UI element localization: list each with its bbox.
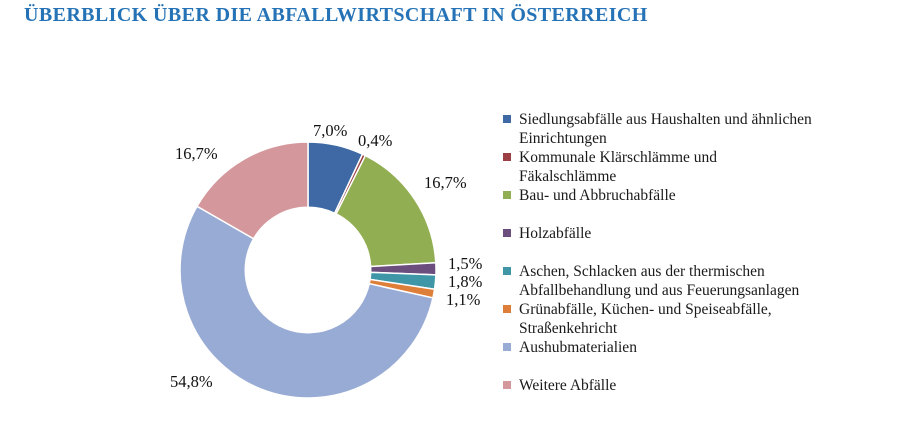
legend-item-label: Siedlungsabfälle aus Haushalten und ähnl… — [519, 111, 812, 147]
legend-swatch-icon — [503, 191, 511, 199]
legend-item-bauabfaelle: Bau- und Abbruchabfälle — [503, 186, 903, 224]
slice-label-holzabfaelle: 1,5% — [448, 254, 483, 273]
donut-segment-7 — [195, 141, 309, 240]
legend-swatch-icon — [503, 305, 511, 313]
legend-item-aschen: Aschen, Schlacken aus der thermischen Ab… — [503, 262, 903, 300]
slice-label-aschen: 1,8% — [448, 272, 483, 291]
donut-segment-6 — [179, 205, 434, 399]
legend-item-label: Weitere Abfälle — [519, 377, 617, 394]
legend-item-gruenabfaelle: Grünabfälle, Küchen- und Speiseabfälle, … — [503, 300, 903, 338]
legend-item-label: Aushubmaterialien — [519, 339, 637, 356]
legend-item-aushubmaterialien: Aushubmaterialien — [503, 338, 903, 376]
slice-label-klaerschlaemme: 0,4% — [358, 131, 393, 150]
legend-item-label: Bau- und Abbruchabfälle — [519, 187, 676, 204]
legend-swatch-icon — [503, 115, 511, 123]
legend-item-klaerschlaemme: Kommunale Klärschlämme und Fäkalschlämme — [503, 148, 903, 186]
legend-item-label: Grünabfälle, Küchen- und Speiseabfälle, … — [519, 301, 772, 337]
donut-chart — [179, 141, 437, 399]
legend-item-label: Aschen, Schlacken aus der thermischen Ab… — [519, 263, 800, 299]
legend-swatch-icon — [503, 267, 511, 275]
legend-swatch-icon — [503, 343, 511, 351]
donut-segment-2 — [335, 154, 437, 268]
slice-label-bauabfaelle: 16,7% — [424, 173, 467, 192]
legend-item-label: Holzabfälle — [519, 225, 592, 242]
page-title: ÜBERBLICK ÜBER DIE ABFALLWIRTSCHAFT IN Ö… — [24, 4, 648, 26]
slice-label-siedlungsabfaelle: 7,0% — [313, 121, 348, 140]
legend-swatch-icon — [503, 381, 511, 389]
slice-label-aushubmaterialien: 54,8% — [170, 372, 213, 391]
legend-swatch-icon — [503, 153, 511, 161]
legend-swatch-icon — [503, 229, 511, 237]
legend-item-label: Kommunale Klärschlämme und Fäkalschlämme — [519, 149, 718, 185]
slice-label-weitere-abfaelle: 16,7% — [175, 144, 218, 163]
legend-item-holzabfaelle: Holzabfälle — [503, 224, 903, 262]
slice-label-gruenabfaelle: 1,1% — [446, 290, 481, 309]
legend-item-siedlungsabfaelle: Siedlungsabfälle aus Haushalten und ähnl… — [503, 110, 903, 148]
legend-item-weitere-abfaelle: Weitere Abfälle — [503, 376, 903, 414]
chart-legend: Siedlungsabfälle aus Haushalten und ähnl… — [503, 110, 903, 414]
